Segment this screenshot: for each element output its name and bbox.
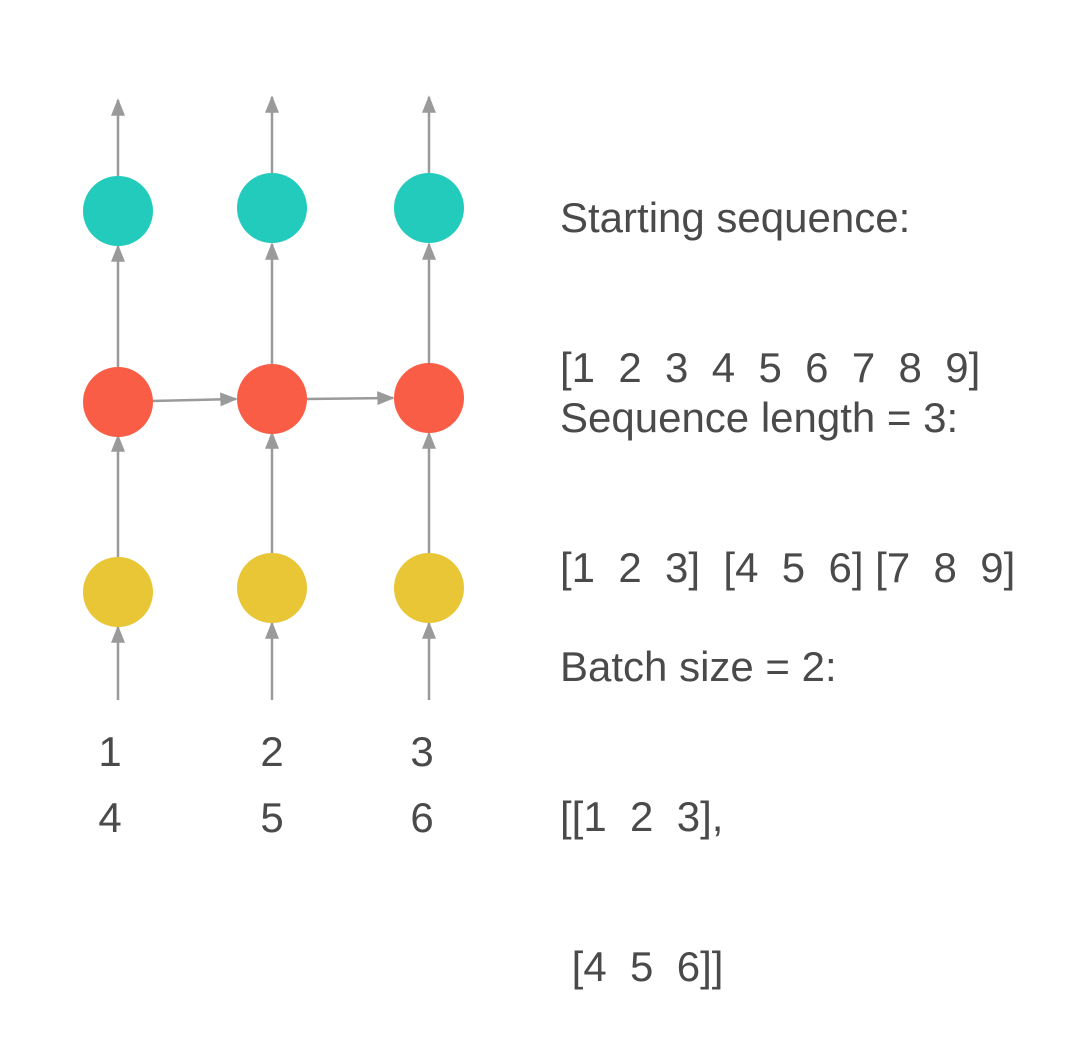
batch-size-block: Batch size = 2: [[1 2 3], [4 5 6]] [560, 542, 837, 1042]
starting-sequence-heading: Starting sequence: [560, 194, 911, 241]
input-node-col2 [237, 553, 307, 623]
output-node-col3 [394, 173, 464, 243]
hidden-node-col2 [237, 364, 307, 434]
hidden-node-col1 [83, 367, 153, 437]
column-2-bottom-label: 5 [260, 794, 284, 841]
batch-size-heading: Batch size = 2: [560, 643, 837, 690]
hidden-node-col3 [394, 363, 464, 433]
sequence-length-heading: Sequence length = 3: [560, 394, 959, 441]
batch-size-row-2: [4 5 6]] [560, 943, 724, 990]
batch-size-row-1: [[1 2 3], [560, 793, 724, 840]
input-node-col3 [394, 553, 464, 623]
recurrent-arrow-1-to-2 [151, 392, 238, 407]
column-2-top-label: 2 [260, 728, 284, 775]
output-node-col2 [237, 173, 307, 243]
output-node-col1 [83, 176, 153, 246]
starting-sequence-block: Starting sequence: [1 2 3 4 5 6 7 8 9] [560, 93, 980, 443]
rnn-diagram [83, 95, 464, 700]
sequence-length-block: Sequence length = 3: [1 2 3] [4 5 6] [7 … [560, 293, 1015, 643]
column-1-bottom-label: 4 [98, 794, 122, 841]
starting-sequence-values: [1 2 3 4 5 6 7 8 9] [560, 344, 981, 391]
column-3-top-label: 3 [410, 728, 434, 775]
column-3-bottom-label: 6 [410, 794, 434, 841]
sequence-length-values: [1 2 3] [4 5 6] [7 8 9] [560, 544, 1016, 591]
column-1-top-label: 1 [98, 728, 122, 775]
recurrent-arrow-2-to-3 [305, 391, 395, 406]
input-node-col1 [83, 557, 153, 627]
